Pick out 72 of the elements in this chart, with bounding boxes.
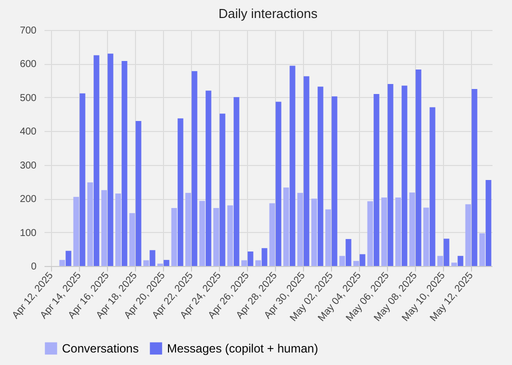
bar [248, 252, 254, 266]
y-tick-label: 700 [20, 26, 37, 36]
bar [458, 256, 464, 266]
bar [381, 198, 387, 266]
bar [94, 55, 100, 266]
bar [444, 238, 450, 266]
bar [297, 192, 303, 266]
legend-label: Messages (copilot + human) [167, 341, 318, 356]
bar [451, 262, 457, 266]
bar [360, 254, 366, 266]
y-tick-label: 200 [20, 194, 37, 206]
bar [395, 198, 401, 266]
bar [192, 71, 198, 266]
y-tick-label: 500 [20, 92, 37, 104]
y-tick-label: 300 [20, 160, 37, 172]
bar [122, 61, 128, 266]
y-tick-label: 600 [20, 59, 37, 70]
bar [332, 96, 338, 266]
bar [234, 97, 240, 266]
y-tick-label: 100 [20, 228, 37, 239]
bar [241, 260, 247, 266]
bar [304, 76, 310, 266]
bar [213, 208, 219, 266]
bar [276, 102, 282, 266]
bar [311, 198, 317, 266]
chart-title: Daily interactions [218, 6, 318, 21]
bar [367, 201, 373, 266]
bar [199, 200, 205, 266]
bar [178, 118, 184, 266]
bar [115, 194, 121, 266]
bar [59, 260, 65, 266]
bar [374, 94, 380, 266]
bar [108, 54, 114, 266]
bar [136, 121, 142, 266]
bar [437, 256, 443, 266]
bar [262, 248, 268, 266]
bar [465, 204, 471, 266]
bar [353, 260, 359, 266]
bar [423, 208, 429, 266]
bar [472, 89, 478, 266]
bar [325, 209, 331, 266]
bar [87, 182, 93, 266]
bar [164, 260, 170, 266]
bar [479, 233, 485, 266]
bar [129, 213, 135, 266]
bar [430, 107, 436, 266]
bar [101, 190, 107, 266]
y-tick-label: 0 [30, 262, 37, 272]
y-tick-label: 400 [20, 126, 37, 138]
bar [416, 69, 422, 266]
bar [185, 192, 191, 266]
legend-label: Conversations [62, 341, 139, 356]
bar [290, 66, 296, 266]
bar [409, 192, 415, 266]
bar [66, 250, 72, 266]
bar [402, 86, 408, 266]
bar [486, 180, 492, 266]
bar [346, 239, 352, 266]
bar [220, 114, 226, 266]
bar [206, 90, 212, 266]
bar [227, 205, 233, 266]
bar [283, 187, 289, 266]
bar [143, 260, 149, 266]
bar [80, 93, 86, 266]
bar [73, 196, 79, 266]
bar [339, 256, 345, 266]
bar [171, 208, 177, 266]
bar [318, 86, 324, 266]
bar [255, 260, 261, 266]
bar [269, 203, 275, 266]
bar [150, 250, 156, 266]
bar [388, 84, 394, 266]
